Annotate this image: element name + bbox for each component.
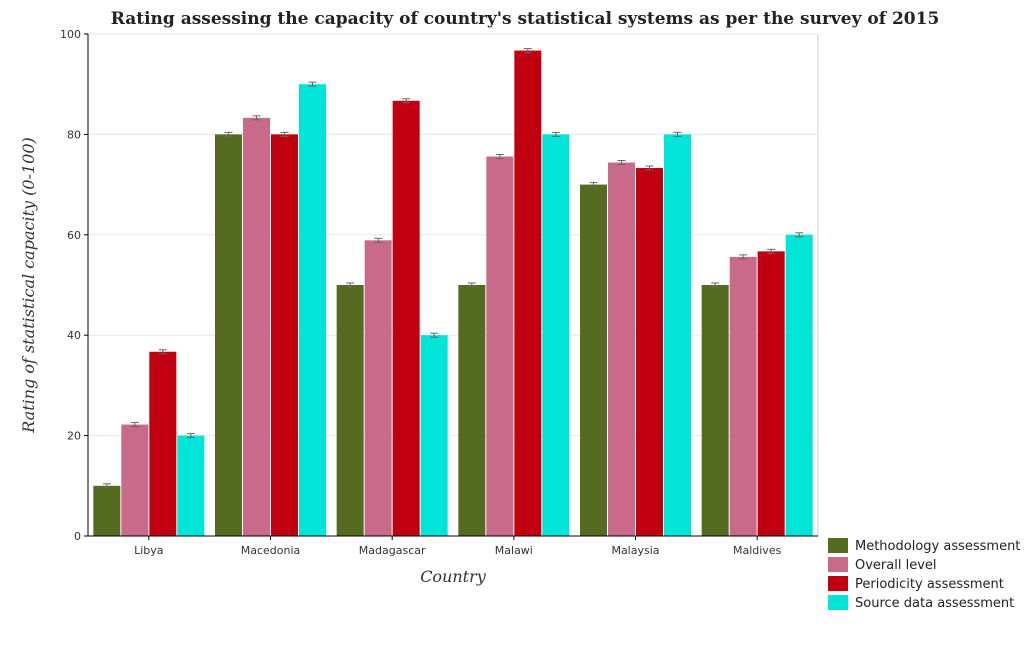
y-axis-label: Rating of statistical capacity (0-100) — [19, 137, 38, 433]
plot-area: 0 20 40 60 80 100 Libya Macedonia Madagascar Mal… — [60, 28, 819, 557]
bar-methodology-assessment-madagascar — [336, 285, 364, 536]
plot-background — [87, 33, 819, 537]
y-tick-label: 60 — [67, 229, 81, 242]
legend-swatch — [828, 538, 848, 553]
y-tick-label: 40 — [67, 329, 81, 342]
y-tick-label: 80 — [67, 128, 81, 141]
legend-label: Periodicity assessment — [855, 577, 1004, 592]
bar-overall-level-maldives — [729, 256, 757, 536]
legend-swatch — [828, 595, 848, 610]
bar-source-data-assessment-macedonia — [299, 84, 326, 536]
bar-methodology-assessment-macedonia — [215, 134, 242, 536]
bar-periodicity-assessment-libya — [149, 351, 177, 536]
x-tick-label: Malaysia — [611, 544, 659, 557]
bar-periodicity-assessment-madagascar — [392, 100, 420, 537]
bar-overall-level-macedonia — [243, 117, 270, 537]
bar-source-data-assessment-madagascar — [420, 335, 448, 536]
x-tick-label: Maldives — [733, 544, 782, 557]
y-tick-label: 100 — [60, 28, 81, 41]
bar-overall-level-madagascar — [364, 240, 392, 536]
bar-methodology-assessment-libya — [93, 485, 121, 536]
y-tick-label: 0 — [74, 530, 81, 543]
y-axis-ticks: 0 20 40 60 80 100 — [60, 28, 88, 543]
bar-methodology-assessment-malawi — [458, 285, 486, 536]
bar-periodicity-assessment-macedonia — [271, 134, 298, 536]
bar-source-data-assessment-malaysia — [664, 134, 691, 536]
legend-label: Methodology assessment — [855, 539, 1020, 554]
bar-periodicity-assessment-malaysia — [636, 168, 663, 536]
bar-overall-level-libya — [121, 424, 149, 536]
x-tick-label: Madagascar — [359, 544, 426, 557]
x-tick-label: Libya — [134, 544, 163, 557]
bar-overall-level-malaysia — [608, 162, 635, 536]
legend: Methodology assessment Overall level Perio… — [828, 538, 1020, 611]
y-tick-label: 20 — [67, 430, 81, 443]
legend-label: Overall level — [855, 558, 937, 573]
x-tick-label: Macedonia — [241, 544, 301, 557]
gridlines — [88, 33, 818, 537]
bar-periodicity-assessment-malawi — [514, 50, 542, 536]
x-tick-label: Malawi — [495, 544, 533, 557]
bar-methodology-assessment-malaysia — [580, 184, 607, 536]
bar-source-data-assessment-maldives — [785, 234, 813, 537]
bar-source-data-assessment-libya — [177, 435, 205, 536]
bar-periodicity-assessment-maldives — [757, 251, 785, 536]
bar-overall-level-malawi — [486, 156, 514, 536]
legend-swatch — [828, 576, 848, 591]
bars — [93, 48, 813, 537]
legend-swatch — [828, 557, 848, 572]
x-axis-label: Country — [420, 567, 487, 586]
bar-source-data-assessment-malawi — [542, 134, 570, 536]
legend-label: Source data assessment — [855, 596, 1014, 611]
bar-methodology-assessment-maldives — [701, 285, 729, 536]
chart-title: Rating assessing the capacity of country… — [111, 9, 940, 29]
x-axis-ticks: Libya Macedonia Madagascar Malawi Malaysia Ma… — [134, 536, 782, 557]
